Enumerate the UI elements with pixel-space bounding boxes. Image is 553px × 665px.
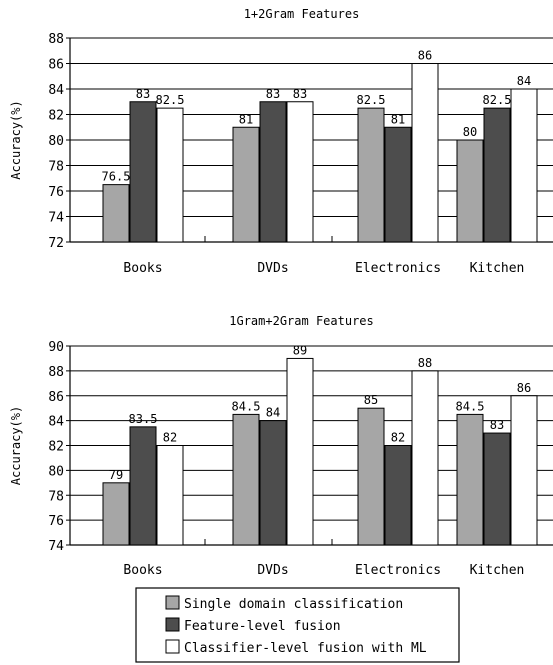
- bar: [483, 432, 511, 546]
- bar: [510, 395, 538, 546]
- data-label: 81: [391, 112, 405, 126]
- data-label: 89: [293, 343, 307, 357]
- data-label: 84.5: [232, 399, 261, 413]
- x-tick-label: Electronics: [355, 563, 441, 578]
- y-tick-label: 84: [48, 83, 64, 98]
- data-label: 76.5: [102, 170, 131, 184]
- bar: [259, 101, 287, 243]
- bar: [483, 107, 511, 243]
- x-tick-label: Kitchen: [470, 563, 525, 578]
- bar: [286, 357, 314, 546]
- y-tick-label: 86: [48, 390, 64, 405]
- data-label: 88: [418, 356, 432, 370]
- bar: [129, 101, 157, 243]
- legend-swatch: [165, 617, 180, 632]
- legend-label: Classifier-level fusion with ML: [184, 641, 427, 656]
- data-label: 79: [109, 468, 123, 482]
- data-label: 83: [266, 87, 280, 101]
- bar: [456, 139, 484, 243]
- legend-swatch: [165, 639, 180, 654]
- data-label: 85: [364, 393, 378, 407]
- legend: Single domain classification Feature-leve…: [135, 587, 460, 663]
- bar: [156, 445, 184, 546]
- bar: [232, 126, 260, 243]
- x-tick-label: Books: [123, 261, 162, 276]
- data-label: 82.5: [357, 93, 386, 107]
- legend-label: Single domain classification: [184, 597, 403, 612]
- x-tick-label: Kitchen: [470, 261, 525, 276]
- bar: [357, 407, 385, 546]
- bar: [259, 420, 287, 546]
- y-tick-label: 76: [48, 514, 64, 529]
- data-label: 83: [136, 87, 150, 101]
- data-label: 82: [391, 431, 405, 445]
- y-axis-label: Accuracy(%): [9, 100, 23, 179]
- y-tick-label: 86: [48, 58, 64, 73]
- chart-title: 1Gram+2Gram Features: [229, 314, 374, 328]
- bar: [411, 370, 439, 546]
- x-tick-label: DVDs: [257, 261, 288, 276]
- x-tick-label: Books: [123, 563, 162, 578]
- chart-bottom: 1Gram+2Gram Features Accuracy(%) 74 76 78 80 8…: [9, 314, 553, 578]
- data-label: 83: [490, 418, 504, 432]
- y-tick-label: 80: [48, 134, 64, 149]
- y-tick-label: 90: [48, 340, 64, 355]
- y-tick-label: 80: [48, 464, 64, 479]
- y-tick-label: 76: [48, 185, 64, 200]
- y-tick-label: 74: [48, 211, 64, 226]
- bar: [286, 101, 314, 243]
- bar: [384, 126, 412, 243]
- y-axis-label: Accuracy(%): [9, 406, 23, 485]
- data-label: 80: [463, 125, 477, 139]
- x-tick-label: DVDs: [257, 563, 288, 578]
- chart-top: 1+2Gram Features Accuracy(%) 72 74 76 78 80 82 8…: [9, 7, 553, 276]
- y-tick-label: 88: [48, 365, 64, 380]
- y-tick-label: 72: [48, 236, 64, 251]
- legend-label: Feature-level fusion: [184, 619, 341, 634]
- bar: [129, 426, 157, 546]
- bar: [510, 88, 538, 243]
- y-tick-label: 82: [48, 109, 64, 124]
- data-label: 82.5: [483, 93, 512, 107]
- data-label: 83.5: [129, 412, 158, 426]
- data-label: 86: [517, 381, 531, 395]
- data-label: 84: [266, 406, 280, 420]
- legend-swatch: [165, 595, 180, 610]
- data-label: 82: [163, 431, 177, 445]
- chart-title: 1+2Gram Features: [244, 7, 360, 21]
- data-label: 84.5: [456, 399, 485, 413]
- data-label: 84: [517, 74, 531, 88]
- data-label: 82.5: [156, 93, 185, 107]
- bar: [232, 413, 260, 546]
- bar: [357, 107, 385, 243]
- data-label: 81: [239, 112, 253, 126]
- y-tick-label: 74: [48, 539, 64, 554]
- legend-box: [135, 587, 460, 663]
- bar: [102, 184, 130, 243]
- bar: [384, 445, 412, 546]
- y-tick-label: 82: [48, 440, 64, 455]
- x-tick-label: Electronics: [355, 261, 441, 276]
- data-label: 83: [293, 87, 307, 101]
- y-tick-label: 84: [48, 415, 64, 430]
- bar: [156, 107, 184, 243]
- bar: [456, 413, 484, 546]
- y-tick-label: 78: [48, 160, 64, 175]
- bar: [102, 482, 130, 546]
- bar: [411, 63, 439, 243]
- y-tick-label: 78: [48, 489, 64, 504]
- y-tick-label: 88: [48, 32, 64, 47]
- data-label: 86: [418, 49, 432, 63]
